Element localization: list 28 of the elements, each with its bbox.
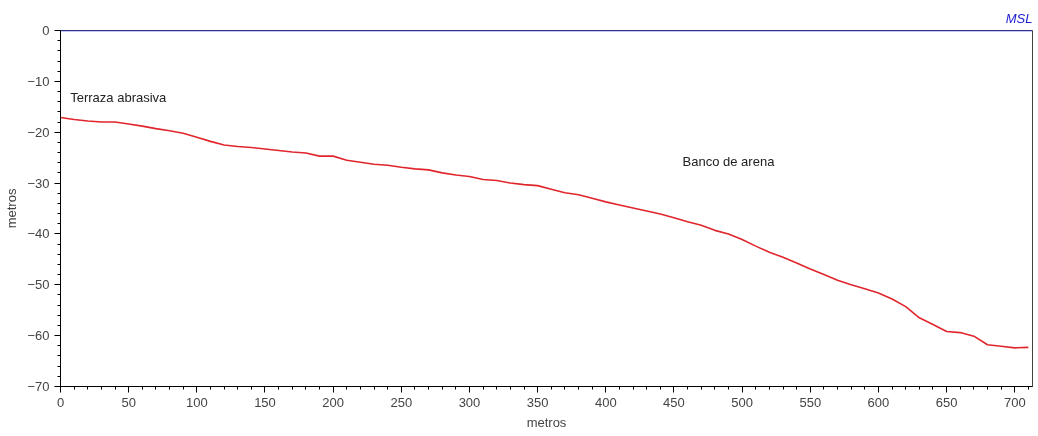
y-tick-label: −50	[27, 277, 50, 293]
x-tick-label: 100	[185, 394, 208, 410]
x-tick-label: 600	[867, 394, 890, 410]
y-tick-label: −60	[27, 328, 50, 344]
x-axis-title: metros	[526, 414, 567, 430]
x-tick-label: 500	[731, 394, 753, 410]
y-tick-label: −10	[27, 73, 50, 89]
y-tick-label: −30	[27, 175, 50, 191]
y-tick-label: −40	[27, 226, 50, 242]
x-tick-label: 300	[458, 394, 481, 410]
y-tick-label: 0	[42, 23, 50, 38]
annotation: Terraza abrasiva	[70, 90, 168, 106]
x-tick-label: 450	[663, 394, 685, 410]
x-tick-label: 150	[254, 394, 276, 410]
x-tick-label: 650	[935, 394, 958, 410]
x-tick-label: 250	[390, 394, 413, 410]
x-tick-label: 200	[322, 394, 345, 410]
annotation: Banco de arena	[682, 154, 776, 170]
ref-line-label: MSL	[1005, 10, 1033, 26]
x-tick-label: 400	[594, 394, 617, 410]
y-axis-title: metros	[4, 188, 20, 229]
y-tick-label: −20	[27, 124, 50, 140]
x-tick-label: 50	[121, 394, 136, 410]
x-tick-label: 0	[56, 394, 65, 410]
x-tick-label: 550	[799, 394, 822, 410]
x-tick-label: 350	[526, 394, 549, 410]
y-tick-label: −70	[27, 379, 50, 394]
x-tick-label: 700	[1003, 394, 1026, 410]
